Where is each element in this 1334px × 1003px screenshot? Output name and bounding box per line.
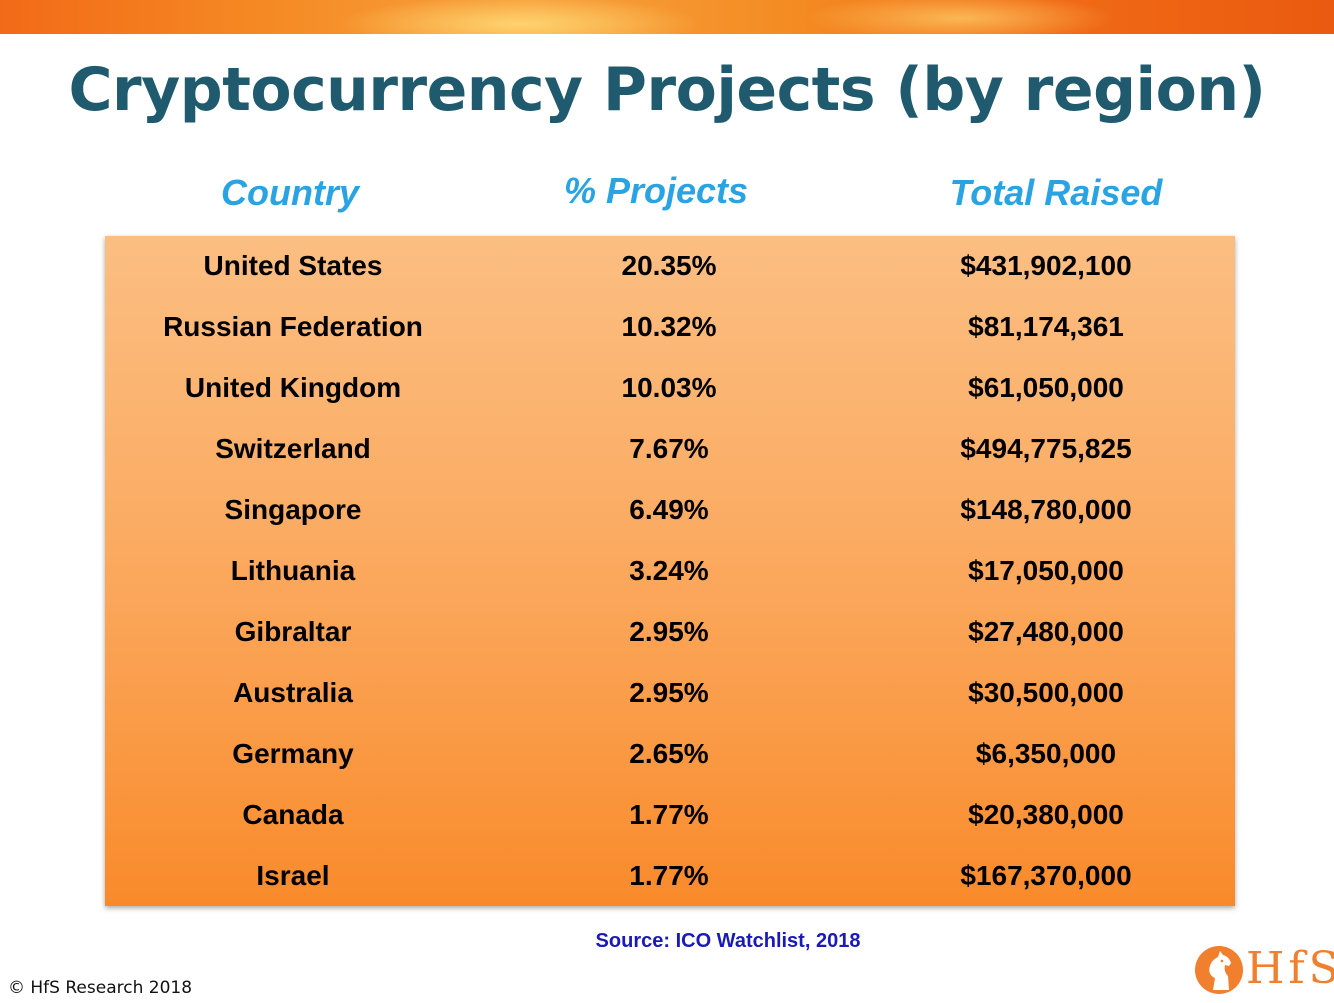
country-cell: Singapore: [224, 494, 362, 525]
country-cell: Switzerland: [215, 433, 371, 464]
raised-cell: $30,500,000: [968, 677, 1124, 708]
projects-cell: 2.95%: [629, 677, 709, 708]
raised-cell: $61,050,000: [968, 372, 1124, 403]
copyright-notice: © HfS Research 2018: [8, 978, 193, 998]
projects-cell: 3.24%: [629, 555, 709, 586]
country-cell: United Kingdom: [184, 372, 402, 403]
country-cell: Canada: [242, 799, 344, 830]
table-row: Germany 2.65% $6,350,000: [105, 734, 1235, 774]
raised-cell: $27,480,000: [968, 616, 1124, 647]
column-header-country: Country: [221, 172, 359, 213]
country-cell: Australia: [233, 677, 353, 708]
hfs-logo: HfS: [1190, 938, 1334, 1000]
country-cell: Gibraltar: [234, 616, 352, 647]
projects-cell: 10.03%: [621, 372, 717, 403]
table-row: Singapore 6.49% $148,780,000: [105, 490, 1235, 530]
projects-cell: 2.65%: [629, 738, 709, 769]
country-cell: Germany: [232, 738, 354, 769]
table-row: Canada 1.77% $20,380,000: [105, 795, 1235, 835]
projects-cell: 20.35%: [621, 250, 717, 281]
column-header-total-raised: Total Raised: [949, 172, 1163, 213]
raised-cell: $431,902,100: [960, 250, 1132, 281]
source-note: Source: ICO Watchlist, 2018: [595, 930, 861, 952]
projects-cell: 7.67%: [629, 433, 709, 464]
table-row: Gibraltar 2.95% $27,480,000: [105, 612, 1235, 652]
projects-cell: 10.32%: [621, 311, 717, 342]
horse-head-icon: [1195, 946, 1243, 994]
raised-cell: $20,380,000: [968, 799, 1124, 830]
country-table: United States 20.35% $431,902,100 Russia…: [105, 236, 1235, 906]
column-header-projects: % Projects: [563, 170, 749, 211]
projects-cell: 2.95%: [629, 616, 709, 647]
raised-cell: $148,780,000: [960, 494, 1132, 525]
projects-cell: 1.77%: [629, 860, 709, 891]
projects-cell: 1.77%: [629, 799, 709, 830]
table-row: Lithuania 3.24% $17,050,000: [105, 551, 1235, 591]
country-cell: Lithuania: [230, 555, 356, 586]
raised-cell: $81,174,361: [968, 311, 1124, 342]
logo-wordmark: HfS: [1246, 943, 1334, 994]
raised-cell: $167,370,000: [960, 860, 1132, 891]
top-decorative-band: [0, 0, 1334, 34]
raised-cell: $17,050,000: [968, 555, 1124, 586]
raised-cell: $494,775,825: [960, 433, 1132, 464]
table-row: Australia 2.95% $30,500,000: [105, 673, 1235, 713]
table-row: United States 20.35% $431,902,100: [105, 246, 1235, 286]
projects-cell: 6.49%: [629, 494, 709, 525]
page-title: Cryptocurrency Projects (by region): [68, 55, 1266, 125]
raised-cell: $6,350,000: [975, 738, 1117, 769]
table-row: Switzerland 7.67% $494,775,825: [105, 429, 1235, 469]
country-cell: Israel: [256, 860, 330, 891]
country-cell: United States: [203, 250, 383, 281]
table-row: United Kingdom 10.03% $61,050,000: [105, 368, 1235, 408]
country-cell: Russian Federation: [163, 311, 423, 342]
table-row: Israel 1.77% $167,370,000: [105, 856, 1235, 896]
table-row: Russian Federation 10.32% $81,174,361: [105, 307, 1235, 347]
